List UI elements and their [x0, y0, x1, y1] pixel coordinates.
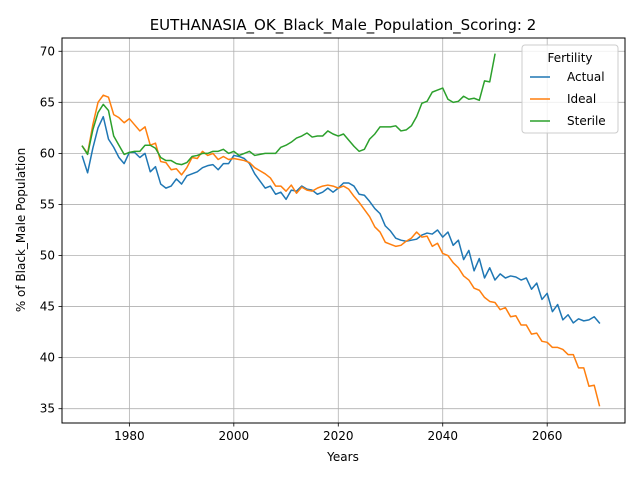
legend-label-sterile: Sterile [567, 114, 606, 128]
series-line-ideal [81, 94, 601, 407]
series-line-sterile [81, 53, 496, 166]
y-tick-label: 55 [40, 197, 55, 211]
x-tick-label: 2060 [532, 429, 563, 443]
legend-label-ideal: Ideal [567, 92, 596, 106]
legend: Fertility Actual Ideal Sterile [521, 44, 619, 134]
series-lines [81, 53, 601, 407]
legend-title: Fertility [547, 51, 592, 65]
x-tick-label: 2020 [323, 429, 354, 443]
y-tick-label: 35 [40, 402, 55, 416]
x-axis-ticks: 1980 2000 2020 2040 2060 [114, 423, 562, 443]
series-line-actual [81, 115, 601, 324]
y-tick-label: 65 [40, 95, 55, 109]
y-axis-label: % of Black_Male Population [14, 148, 28, 312]
y-tick-label: 70 [40, 44, 55, 58]
x-tick-label: 2000 [219, 429, 250, 443]
y-axis-ticks: 35 40 45 50 55 60 65 70 [40, 44, 62, 416]
y-tick-label: 60 [40, 146, 55, 160]
plot-frame [61, 37, 626, 424]
y-tick-label: 40 [40, 351, 55, 365]
legend-box [521, 44, 619, 134]
y-tick-label: 50 [40, 249, 55, 263]
chart-title: EUTHANASIA_OK_Black_Male_Population_Scor… [150, 16, 537, 35]
legend-label-actual: Actual [567, 70, 605, 84]
x-axis-label: Years [326, 450, 359, 464]
x-tick-label: 2040 [427, 429, 458, 443]
y-tick-label: 45 [40, 300, 55, 314]
x-tick-label: 1980 [114, 429, 145, 443]
